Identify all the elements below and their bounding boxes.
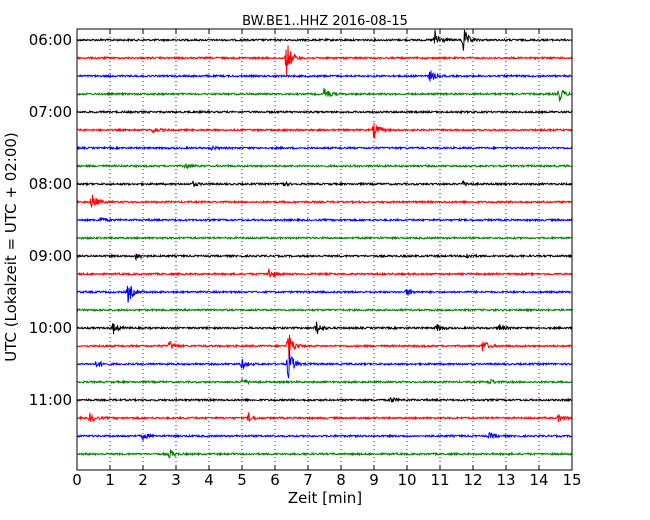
trace-line xyxy=(76,268,573,278)
y-tick-label: 08:00 xyxy=(29,175,72,193)
y-axis: 06:00 07:00 08:00 09:00 10:00 11:00 xyxy=(29,31,82,409)
trace-line xyxy=(76,235,573,241)
trace-line xyxy=(76,216,573,223)
grid-lines xyxy=(109,29,540,470)
x-tick-label: 1 xyxy=(105,471,115,489)
y-tick-label: 09:00 xyxy=(29,247,72,265)
x-tick-label: 13 xyxy=(496,471,515,489)
trace-line xyxy=(76,321,573,335)
x-tick-label: 7 xyxy=(303,471,313,489)
x-tick-label: 4 xyxy=(204,471,214,489)
x-tick-label: 12 xyxy=(463,471,482,489)
trace-line xyxy=(76,350,573,379)
trace-line xyxy=(76,144,573,152)
x-tick-label: 0 xyxy=(72,471,82,489)
x-tick-label: 9 xyxy=(369,471,379,489)
trace-line xyxy=(76,87,573,102)
trace-line xyxy=(76,431,573,441)
y-axis-label: UTC (Lokalzeit = UTC + 02:00) xyxy=(2,132,20,362)
chart-title: BW.BE1..HHZ 2016-08-15 xyxy=(242,14,408,29)
trace-line xyxy=(76,180,573,187)
x-tick-label: 8 xyxy=(336,471,346,489)
trace-group xyxy=(76,29,573,459)
x-tick-label: 11 xyxy=(430,471,449,489)
trace-line xyxy=(76,449,573,459)
trace-line xyxy=(76,412,573,423)
trace-line xyxy=(76,194,573,209)
trace-line xyxy=(76,334,573,360)
x-tick-label: 3 xyxy=(171,471,181,489)
x-axis-label: Zeit [min] xyxy=(288,489,362,507)
y-tick-label: 10:00 xyxy=(29,319,72,337)
y-tick-label: 06:00 xyxy=(29,31,72,49)
trace-line xyxy=(76,109,573,115)
trace-line xyxy=(76,122,573,139)
plot-frame xyxy=(76,28,573,471)
x-axis: 0 1 2 3 4 5 6 7 8 9 10 11 12 13 14 15 xyxy=(72,29,582,489)
trace-line xyxy=(76,307,573,313)
x-tick-label: 6 xyxy=(270,471,280,489)
y-tick-label: 11:00 xyxy=(29,391,72,409)
trace-line xyxy=(76,285,573,303)
trace-line xyxy=(76,45,573,77)
trace-line xyxy=(76,70,573,82)
x-tick-label: 2 xyxy=(138,471,148,489)
trace-line xyxy=(76,253,573,262)
x-tick-label: 10 xyxy=(397,471,416,489)
x-tick-label: 15 xyxy=(562,471,581,489)
trace-line xyxy=(76,29,573,51)
x-tick-label: 5 xyxy=(237,471,247,489)
trace-line xyxy=(76,396,573,404)
trace-line xyxy=(76,378,573,386)
x-tick-label: 14 xyxy=(529,471,548,489)
y-tick-label: 07:00 xyxy=(29,103,72,121)
trace-line xyxy=(76,163,573,170)
